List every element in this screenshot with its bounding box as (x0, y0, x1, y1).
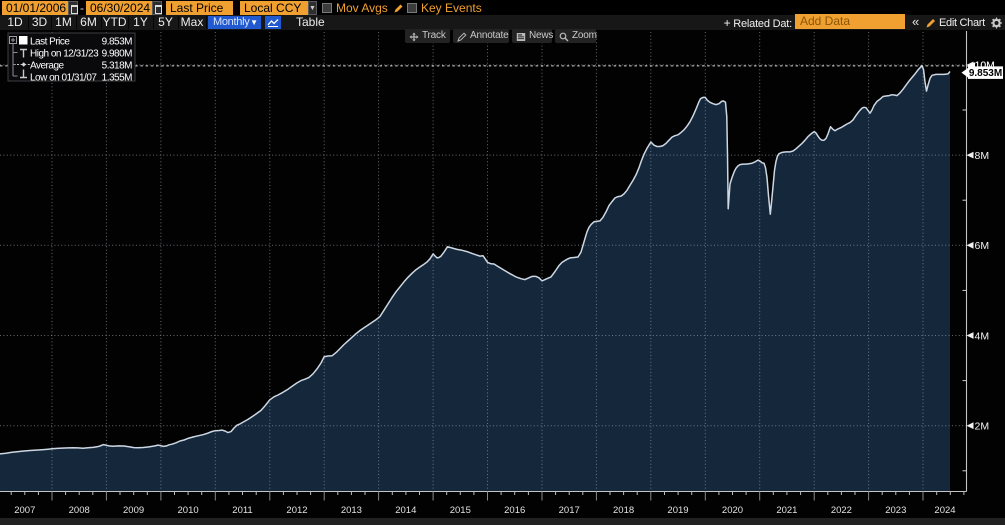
svg-text:2012: 2012 (286, 505, 307, 516)
svg-text:2023: 2023 (885, 505, 906, 516)
svg-text:2014: 2014 (395, 505, 416, 516)
svg-text:2016: 2016 (504, 505, 525, 516)
svg-text:2013: 2013 (341, 505, 362, 516)
svg-text:2018: 2018 (613, 505, 634, 516)
svg-text:2M: 2M (975, 421, 990, 433)
svg-text:6M: 6M (975, 240, 990, 252)
svg-text:2007: 2007 (14, 505, 35, 516)
svg-text:2009: 2009 (123, 505, 144, 516)
svg-text:Low on 01/31/07: Low on 01/31/07 (30, 73, 97, 84)
svg-text:2024: 2024 (934, 505, 955, 516)
svg-text:High on 12/31/23: High on 12/31/23 (30, 49, 99, 60)
svg-text:2011: 2011 (232, 505, 252, 516)
svg-text:5.318M: 5.318M (102, 61, 133, 72)
svg-text:9.980M: 9.980M (102, 49, 133, 60)
svg-text:4M: 4M (975, 330, 990, 342)
svg-text:2019: 2019 (667, 505, 688, 516)
svg-text:9.853M: 9.853M (969, 68, 1002, 79)
svg-text:2020: 2020 (722, 505, 743, 516)
svg-text:2008: 2008 (69, 505, 90, 516)
svg-text:9.853M: 9.853M (102, 37, 133, 48)
svg-text:2022: 2022 (831, 505, 852, 516)
svg-text:2015: 2015 (450, 505, 471, 516)
svg-text:Average: Average (30, 61, 65, 72)
svg-text:8M: 8M (975, 150, 990, 162)
svg-text:Last Price: Last Price (30, 37, 70, 48)
svg-text:2021: 2021 (776, 505, 797, 516)
svg-text:2010: 2010 (178, 505, 199, 516)
svg-text:2017: 2017 (559, 505, 580, 516)
svg-text:1.355M: 1.355M (102, 73, 133, 84)
